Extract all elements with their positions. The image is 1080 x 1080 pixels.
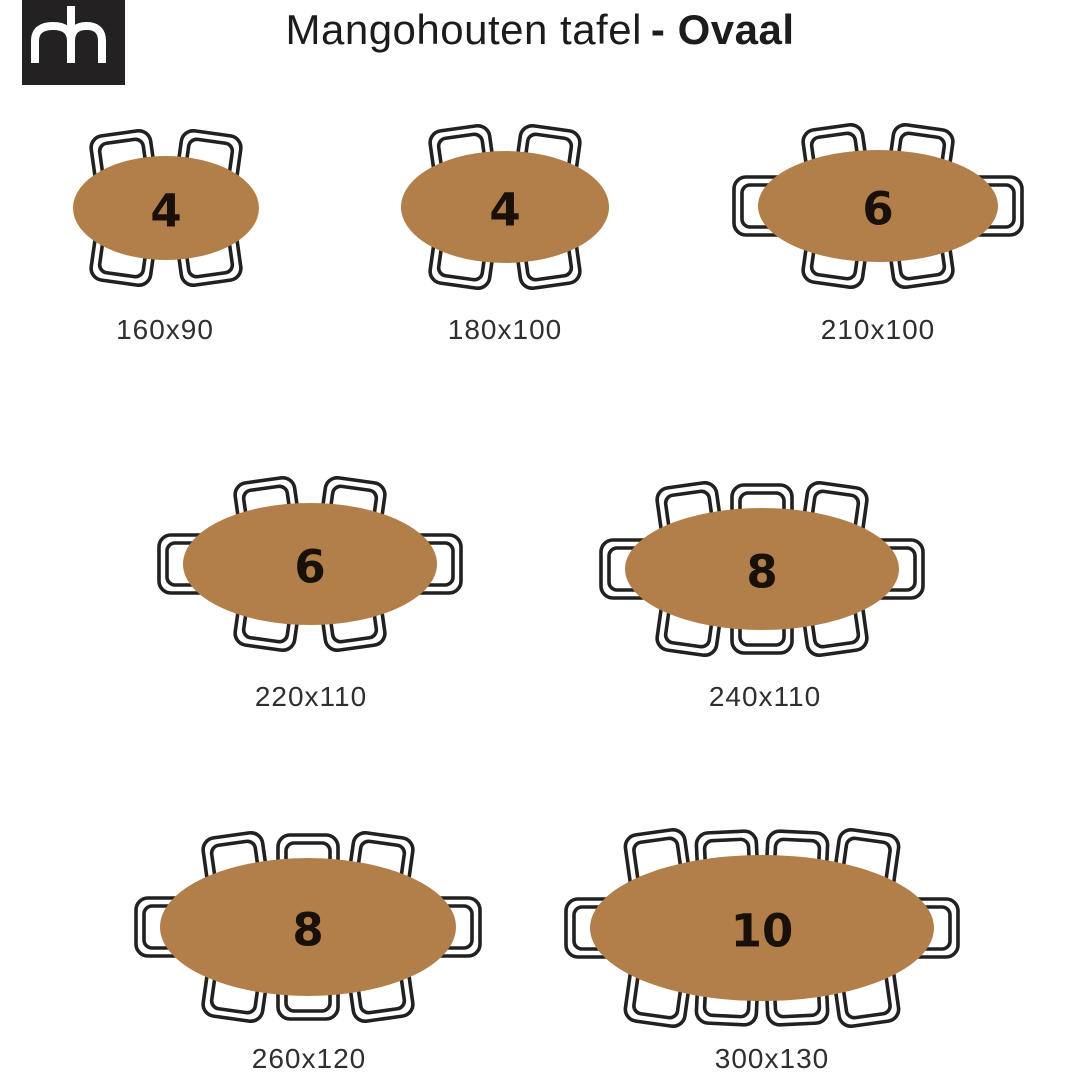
- page-title-regular: Mangohouten tafel: [285, 6, 642, 53]
- table-figure-240x110: 8: [599, 480, 925, 658]
- table-figure-260x120: 8: [134, 830, 482, 1024]
- table-top: [401, 151, 609, 263]
- seat-count: 6: [294, 541, 325, 594]
- size-label: 160x90: [116, 314, 214, 345]
- table-figure-220x110: 6: [157, 475, 463, 653]
- table-figure-160x90: 4: [73, 128, 259, 288]
- page-title: Mangohouten tafel - Ovaal: [0, 6, 1080, 54]
- size-label: 260x120: [251, 1043, 367, 1074]
- size-label: 240x110: [708, 681, 822, 712]
- page-title-bold: - Ovaal: [650, 6, 795, 53]
- brand-logo: [22, 0, 125, 85]
- table-figure-300x130: 10: [564, 827, 960, 1029]
- size-label: 180x100: [447, 314, 563, 345]
- brand-logo-icon: [31, 6, 106, 63]
- seat-count: 8: [292, 904, 323, 957]
- seat-count: 8: [746, 546, 777, 599]
- table-top: [758, 150, 998, 262]
- size-label: 300x130: [714, 1043, 830, 1074]
- table-top: [160, 858, 456, 996]
- seat-count: 10: [731, 905, 794, 958]
- table-top: [625, 508, 899, 630]
- size-label: 220x110: [254, 681, 368, 712]
- size-label: 210x100: [820, 314, 936, 345]
- seat-count: 6: [862, 183, 893, 236]
- table-top: [590, 855, 934, 1001]
- table-figure-210x100: 6: [732, 122, 1024, 290]
- table-top: [73, 156, 259, 260]
- header: Mangohouten tafel - Ovaal: [0, 0, 1080, 100]
- seat-count: 4: [489, 184, 520, 237]
- table-figure-180x100: 4: [401, 123, 609, 291]
- table-top: [183, 503, 437, 625]
- seat-count: 4: [150, 185, 181, 238]
